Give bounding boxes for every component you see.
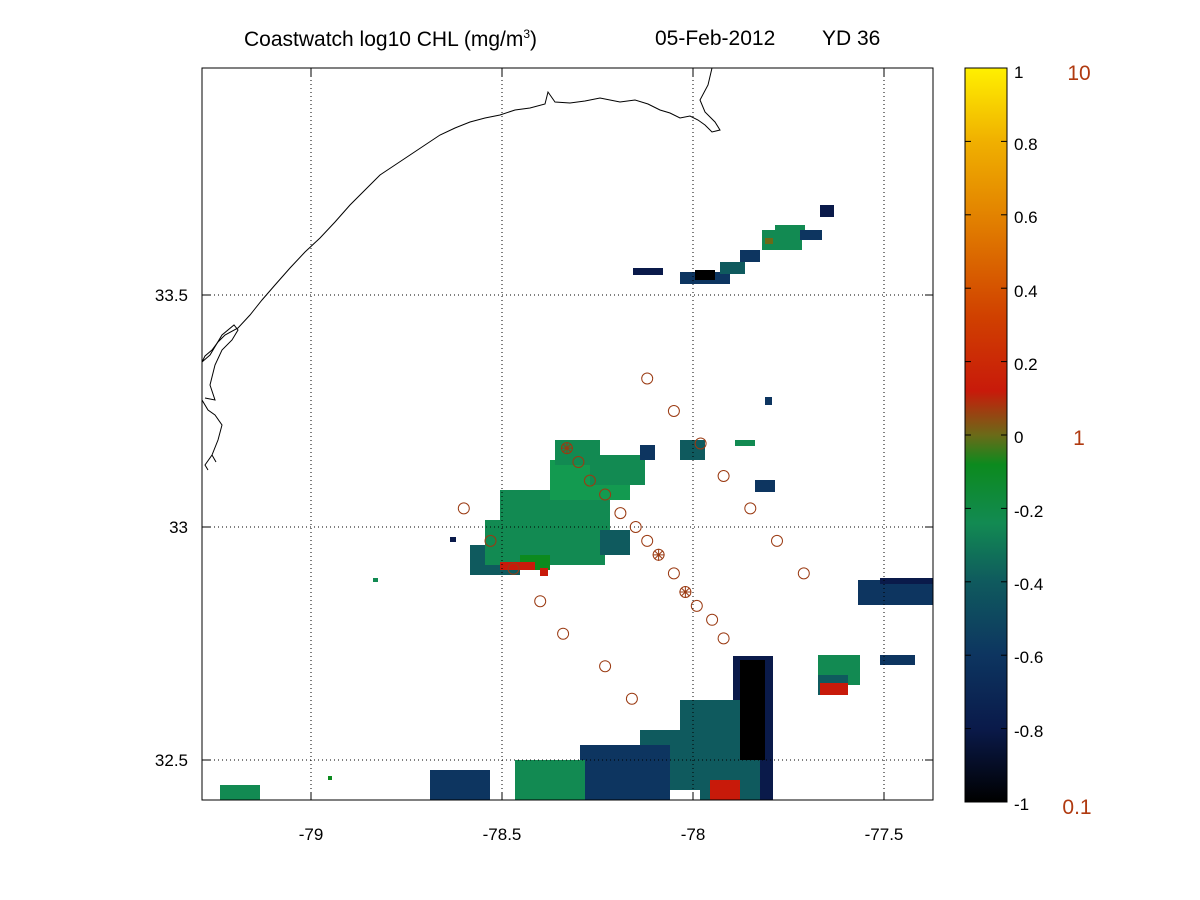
chl-patch-central — [373, 397, 775, 582]
title-close: ) — [530, 28, 538, 51]
station-circle-20 — [717, 632, 730, 645]
station-circle-23 — [507, 562, 520, 575]
coastline — [202, 68, 721, 471]
colorbar-tick-label-3: 0.6 — [1014, 208, 1038, 227]
colorbar-tick-label-11: -1 — [1014, 795, 1029, 814]
colorbar-tick-label-7: -0.2 — [1014, 502, 1043, 521]
station-circle-4 — [717, 470, 730, 482]
x-tick-label-3: -78 — [681, 825, 706, 844]
x-tick-label-1: -79 — [299, 825, 324, 844]
title-date: 05-Feb-2012 — [655, 27, 776, 50]
station-circle-1 — [641, 372, 654, 385]
station-cross-2 — [652, 548, 665, 561]
y-tick-label-3: 32.5 — [155, 751, 188, 770]
station-circle-10 — [583, 474, 596, 487]
station-circle-12 — [614, 507, 627, 520]
station-circle-21 — [457, 502, 470, 515]
station-circle-14 — [641, 534, 654, 547]
concentration-label-1: 1 — [1073, 427, 1085, 450]
station-circle-2 — [667, 405, 680, 417]
station-circle-18 — [690, 599, 703, 612]
concentration-label-0-1: 0.1 — [1062, 796, 1091, 819]
station-circle-7 — [797, 567, 810, 580]
station-circle-24 — [534, 595, 547, 608]
title-yearday: YD 36 — [822, 27, 881, 50]
station-circle-16 — [667, 567, 680, 580]
colorbar-tick-label-9: -0.6 — [1014, 648, 1043, 667]
chl-patch-south — [220, 656, 773, 800]
map-frame — [201, 67, 934, 801]
station-circle-13 — [629, 521, 642, 533]
x-tick-label-4: -77.5 — [865, 825, 904, 844]
colorbar-tick-label-5: 0.2 — [1014, 355, 1038, 374]
station-circle-9 — [572, 456, 585, 468]
station-circle-27 — [625, 692, 638, 705]
y-tick-label-2: 33 — [169, 518, 188, 537]
colorbar-tick-label-6: 0 — [1014, 428, 1023, 447]
station-circle-25 — [557, 627, 570, 640]
station-circle-5 — [744, 502, 757, 515]
colorbar — [965, 68, 1007, 802]
title-superscript: 3 — [523, 27, 531, 41]
colorbar-tick-label-8: -0.4 — [1014, 575, 1043, 594]
station-circle-3 — [694, 437, 707, 450]
y-tick-label-1: 33.5 — [155, 286, 188, 305]
station-markers — [457, 372, 810, 705]
map-area — [202, 68, 933, 800]
station-circle-6 — [771, 534, 783, 547]
colorbar-tick-label-1: 1 — [1014, 63, 1023, 82]
chl-patch-east — [818, 578, 933, 695]
colorbar-tick-label-10: -0.8 — [1014, 722, 1043, 741]
station-cross-3 — [679, 585, 692, 598]
colorbar-tick-marks — [965, 67, 1007, 803]
chlorophyll-layer — [220, 205, 933, 800]
station-cross-1 — [560, 442, 573, 455]
station-circle-19 — [706, 613, 719, 626]
concentration-label-10: 10 — [1067, 62, 1090, 85]
station-circle-22 — [484, 534, 497, 547]
station-circle-26 — [599, 660, 612, 673]
colorbar-tick-label-2: 0.8 — [1014, 135, 1038, 154]
map-tick-marks — [202, 68, 933, 800]
title-label: Coastwatch log10 CHL (mg/m — [244, 28, 524, 51]
colorbar-tick-label-4: 0.4 — [1014, 282, 1038, 301]
station-circle-11 — [599, 488, 612, 501]
map-title: Coastwatch log10 CHL (mg/m3) 05-Feb-2012… — [0, 27, 1200, 59]
title-main: Coastwatch log10 CHL (mg/m3) — [244, 27, 537, 52]
x-tick-label-2: -78.5 — [483, 825, 522, 844]
